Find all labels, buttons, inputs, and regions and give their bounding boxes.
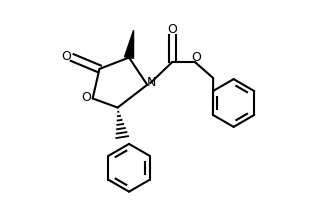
Text: O: O [62, 50, 72, 63]
Text: O: O [167, 23, 177, 36]
Polygon shape [124, 30, 133, 58]
Text: N: N [147, 76, 156, 89]
Text: O: O [191, 52, 201, 64]
Text: O: O [81, 91, 91, 104]
